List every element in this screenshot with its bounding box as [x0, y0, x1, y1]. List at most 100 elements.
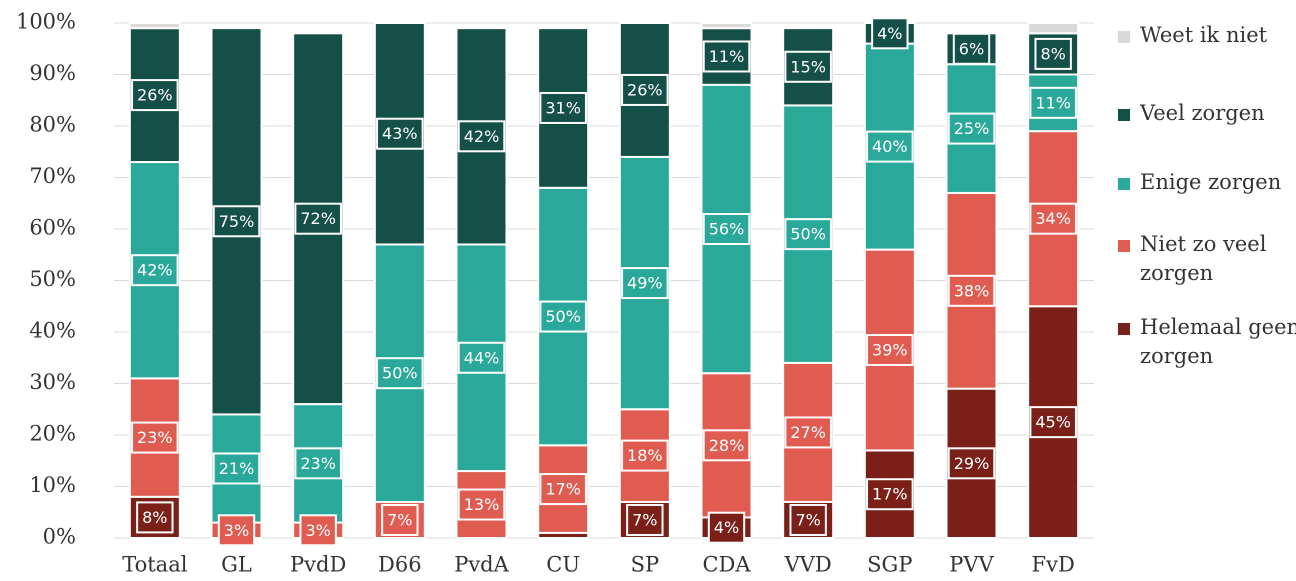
data-label-box	[131, 254, 179, 287]
y-tick-label: 20%	[29, 422, 76, 446]
data-label: 27%	[790, 423, 826, 442]
x-tick-label: CDA	[702, 553, 751, 577]
legend-label: Veel zorgen	[1140, 101, 1265, 125]
data-label-box	[866, 478, 914, 511]
legend-swatch	[1118, 323, 1130, 335]
x-tick-label: VVD	[784, 553, 832, 577]
data-label-box	[376, 357, 424, 390]
data-label-box	[294, 202, 342, 235]
data-label-box	[376, 117, 424, 150]
data-label-box	[539, 91, 587, 124]
y-tick-label: 100%	[16, 10, 76, 34]
legend-swatch	[1118, 31, 1130, 43]
data-label: 7%	[795, 510, 820, 529]
x-tick-label: SP	[631, 553, 660, 577]
data-label: 6%	[959, 39, 984, 58]
data-label-box	[136, 501, 174, 534]
data-label: 25%	[954, 119, 990, 138]
legend-label: Helemaal geen zorgen	[1140, 315, 1296, 368]
data-label-box	[702, 40, 751, 73]
data-label: 26%	[627, 80, 663, 99]
legend-swatch	[1118, 240, 1130, 252]
data-label: 72%	[300, 209, 336, 228]
data-label: 17%	[872, 485, 908, 504]
y-tick-label: 60%	[29, 216, 76, 240]
data-label-box	[784, 50, 832, 83]
y-tick-label: 30%	[29, 370, 76, 394]
data-label: 50%	[382, 364, 418, 383]
bar-segment	[1027, 22, 1080, 35]
data-label-box	[1029, 406, 1077, 439]
x-tick-label: D66	[378, 553, 422, 577]
data-label-box	[299, 514, 337, 547]
data-label: 8%	[1040, 44, 1065, 63]
data-label-box	[1029, 202, 1077, 235]
x-tick-label: PvdD	[290, 553, 346, 577]
data-label: 11%	[1035, 93, 1071, 112]
data-label-box	[952, 32, 991, 65]
data-label-box	[784, 218, 832, 251]
data-label-box	[702, 429, 751, 462]
legend-item: Niet zo veel zorgen	[1112, 230, 1296, 288]
data-label-box	[621, 73, 669, 106]
data-label-box	[539, 300, 587, 333]
data-label-box	[947, 447, 996, 480]
data-label: 26%	[137, 86, 173, 105]
data-label: 4%	[714, 518, 739, 537]
data-label-box	[702, 213, 751, 245]
x-tick-label: PVV	[949, 553, 994, 577]
y-tick-label: 50%	[29, 267, 76, 291]
data-label: 50%	[790, 225, 826, 244]
x-tick-label: CU	[546, 553, 580, 577]
data-label: 3%	[224, 521, 249, 540]
legend-swatch	[1118, 178, 1130, 190]
data-label-box	[789, 503, 827, 536]
data-label-box	[947, 112, 996, 145]
data-label: 11%	[709, 47, 745, 66]
y-tick-label: 80%	[29, 113, 76, 137]
data-label: 42%	[464, 127, 500, 146]
legend-item: Enige zorgen	[1112, 168, 1296, 197]
data-label: 7%	[387, 510, 412, 529]
bar-segment	[128, 22, 181, 30]
data-label-box	[131, 79, 179, 112]
legend-label: Enige zorgen	[1140, 170, 1282, 194]
data-label-box	[871, 17, 909, 50]
legend-item: Veel zorgen	[1112, 99, 1296, 128]
data-label: 8%	[142, 508, 167, 527]
data-label: 31%	[545, 98, 581, 117]
data-label-box	[131, 421, 179, 454]
data-label-box	[866, 130, 914, 163]
data-label: 39%	[872, 341, 908, 360]
data-label: 50%	[545, 307, 581, 326]
data-label: 23%	[137, 428, 173, 447]
data-label-box	[626, 503, 664, 536]
x-tick-label: Totaal	[122, 553, 187, 577]
plot: 0% 10% 20% 30% 40% 50% 60% 70% 80% 90% 100% Totaal G…	[16, 10, 1094, 577]
data-label-box	[621, 439, 669, 472]
data-label: 18%	[627, 446, 663, 465]
data-label: 43%	[382, 124, 418, 143]
data-label: 13%	[464, 495, 500, 514]
bar-segment	[700, 22, 753, 30]
data-label: 29%	[954, 454, 990, 473]
data-label-box	[866, 334, 914, 367]
data-label-box	[707, 511, 746, 544]
legend-label: Weet ik niet	[1140, 23, 1268, 47]
y-tick-label: 10%	[29, 473, 76, 497]
data-label: 7%	[632, 510, 657, 529]
data-label-box	[1029, 86, 1077, 119]
data-label-box	[457, 488, 506, 521]
legend-label: Niet zo veel zorgen	[1140, 232, 1267, 285]
legend-item: Weet ik niet	[1112, 21, 1296, 50]
legend-item: Helemaal geen zorgen	[1112, 313, 1296, 371]
data-label: 49%	[627, 274, 663, 293]
data-label: 23%	[300, 454, 336, 473]
data-label-box	[539, 473, 587, 506]
data-label: 17%	[545, 480, 581, 499]
y-tick-label: 70%	[29, 164, 76, 188]
y-tick-label: 90%	[29, 61, 76, 85]
data-label-box	[947, 274, 996, 307]
data-label-box	[457, 120, 506, 153]
